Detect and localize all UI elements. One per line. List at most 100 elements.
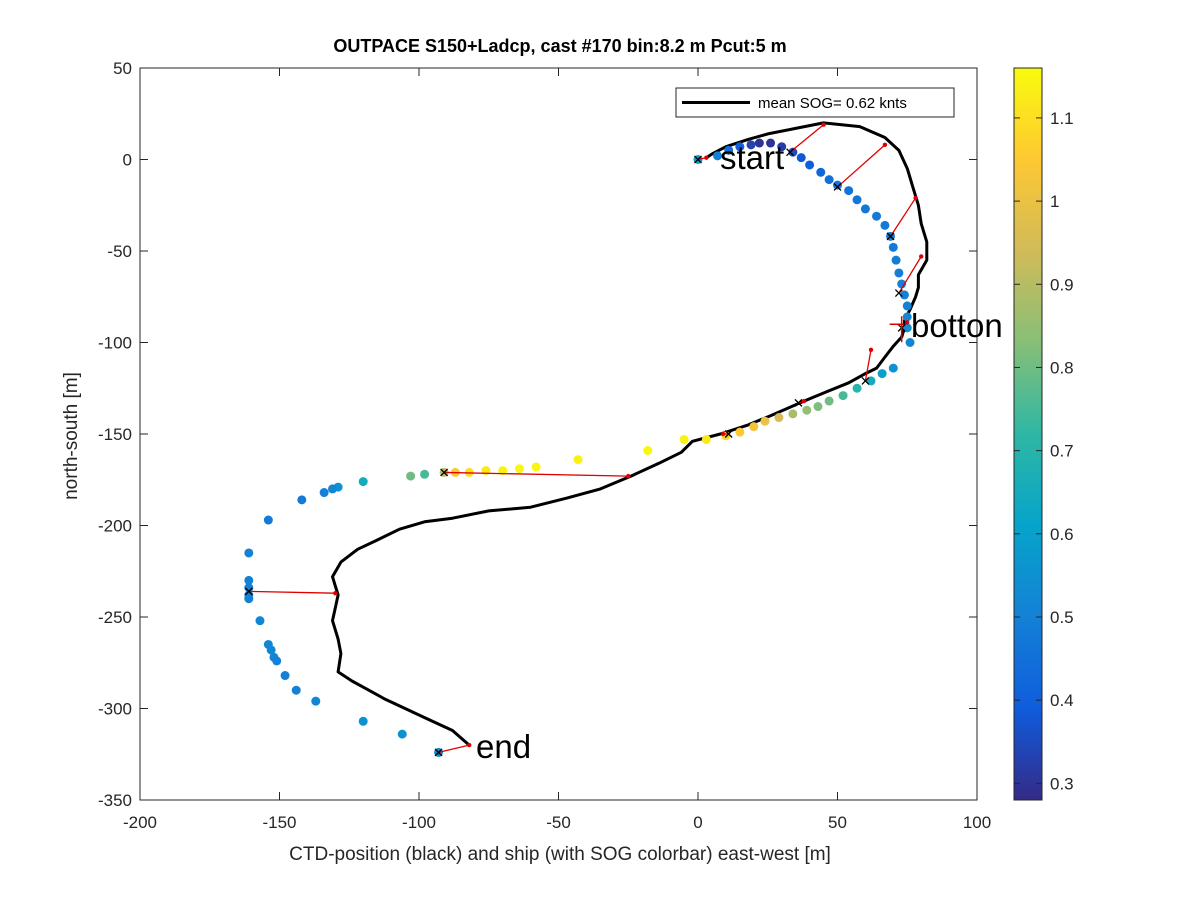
x-tick-label: 100 <box>963 813 991 832</box>
ship-sog-point <box>760 416 770 426</box>
chart-title: OUTPACE S150+Ladcp, cast #170 bin:8.2 m … <box>333 36 786 56</box>
x-tick-label: 50 <box>828 813 847 832</box>
y-axis-label: north-south [m] <box>61 372 82 500</box>
ship-sog-point <box>244 548 254 558</box>
ship-sog-point <box>824 175 834 185</box>
ship-sog-point <box>280 671 290 681</box>
ship-sog-point <box>866 376 876 386</box>
ship-sog-point <box>724 145 734 155</box>
y-tick-label: -50 <box>107 242 132 261</box>
annotation-start: start <box>720 139 784 176</box>
ship-sog-point <box>788 147 798 157</box>
ship-ctd-connector <box>889 197 917 237</box>
ship-marker <box>244 587 253 596</box>
ship-sog-point <box>833 180 842 190</box>
plot-area: -200 -150 -100 -50 0 50 100 50 0 -50 -100 -150 -200 -… <box>98 59 991 832</box>
ship-marker <box>434 748 443 757</box>
ship-sog-point <box>824 396 834 406</box>
ship-ctd-connector <box>898 256 922 294</box>
ship-sog-point <box>902 312 912 322</box>
ship-sog-point <box>805 160 815 170</box>
ship-ctd-connector <box>864 349 872 382</box>
ship-sog-point <box>358 477 368 487</box>
annotation-end: end <box>476 728 531 765</box>
ship-sog-point <box>573 455 583 465</box>
y-tick-label: 50 <box>113 59 132 78</box>
ctd-marker <box>905 320 910 325</box>
ship-sog-point <box>888 363 898 373</box>
colorbar-scale <box>1013 67 1043 801</box>
bottom-marker <box>889 316 904 343</box>
ship-marker <box>894 289 903 298</box>
x-tick-label: -200 <box>123 813 157 832</box>
ship-sog-point <box>735 427 745 437</box>
ctd-marker <box>467 742 472 748</box>
ship-sog-point <box>311 696 321 706</box>
ship-sog-point <box>777 142 787 152</box>
ship-sog-point <box>813 402 823 412</box>
colorbar-tick-label: 0.9 <box>1050 275 1074 294</box>
ship-sog-point <box>860 204 870 214</box>
y-tick-label: -100 <box>98 334 132 353</box>
ctd-marker <box>333 591 338 596</box>
ship-sog-point <box>877 369 887 379</box>
ship-sog-point <box>872 211 882 221</box>
ship-sog-point <box>888 242 898 252</box>
ship-sog-point <box>514 464 524 474</box>
ship-marker <box>440 468 449 477</box>
ctd-marker <box>913 195 918 201</box>
ship-sog-point <box>905 338 915 347</box>
ship-sog-point <box>754 138 764 148</box>
legend: mean SOG= 0.62 knts <box>675 87 955 118</box>
ship-sog-point <box>838 391 848 401</box>
ctd-marker <box>720 431 726 437</box>
legend-box <box>675 87 955 118</box>
ship-sog-point <box>788 409 798 419</box>
colorbar-tick-label: 0.7 <box>1050 442 1074 461</box>
colorbar-tick-label: 1 <box>1050 192 1059 211</box>
ship-sog-point <box>894 268 904 278</box>
ship-sog-point <box>735 142 745 152</box>
ctd-marker <box>882 142 888 148</box>
ctd-marker <box>801 398 807 404</box>
ship-sog-point <box>891 255 901 265</box>
ship-sog-point <box>774 413 784 423</box>
ship-marker <box>794 398 803 407</box>
ship-sog-point <box>397 729 407 739</box>
ship-sog-point <box>852 383 862 393</box>
ship-sog-point <box>328 484 338 494</box>
ship-sog-point <box>749 422 759 432</box>
ship-sog-point <box>897 279 907 289</box>
ship-sog-point <box>643 445 653 455</box>
ship-sog-point <box>297 495 307 505</box>
ship-sog-point <box>802 405 812 415</box>
colorbar-tick-label: 0.4 <box>1050 691 1074 710</box>
ship-sog-point <box>902 323 912 333</box>
x-tick-label: -50 <box>546 813 571 832</box>
ship-sog-point <box>291 685 301 695</box>
axes-frame <box>139 67 978 801</box>
ship-sog-point <box>902 301 912 311</box>
colorbar-tick-label: 0.5 <box>1050 608 1074 627</box>
ship-sog-point <box>255 616 265 626</box>
y-tick-label: -250 <box>98 608 132 627</box>
ship-marker <box>724 430 733 438</box>
ship-sog-point <box>263 515 273 525</box>
ship-sog-point <box>272 656 282 666</box>
y-tick-label: -200 <box>98 517 132 536</box>
ctd-marker <box>919 254 924 259</box>
ship-sog-point <box>701 434 711 444</box>
x-tick-label: -150 <box>262 813 296 832</box>
ship-sog-point <box>406 471 416 481</box>
ship-sog-point <box>880 220 890 230</box>
ship-sog-point <box>816 167 826 177</box>
ctd-marker <box>626 473 631 479</box>
ship-ctd-connector <box>444 471 629 477</box>
y-tick-label: -350 <box>98 791 132 810</box>
ctd-marker <box>821 122 826 127</box>
ship-sog-point <box>266 645 276 655</box>
ship-marker <box>833 182 842 191</box>
colorbar-tick-label: 0.3 <box>1050 774 1074 793</box>
ship-sog-point <box>679 434 689 444</box>
colorbar: 0.3 0.4 0.5 0.6 0.7 0.8 0.9 1 1.1 <box>1013 67 1074 801</box>
